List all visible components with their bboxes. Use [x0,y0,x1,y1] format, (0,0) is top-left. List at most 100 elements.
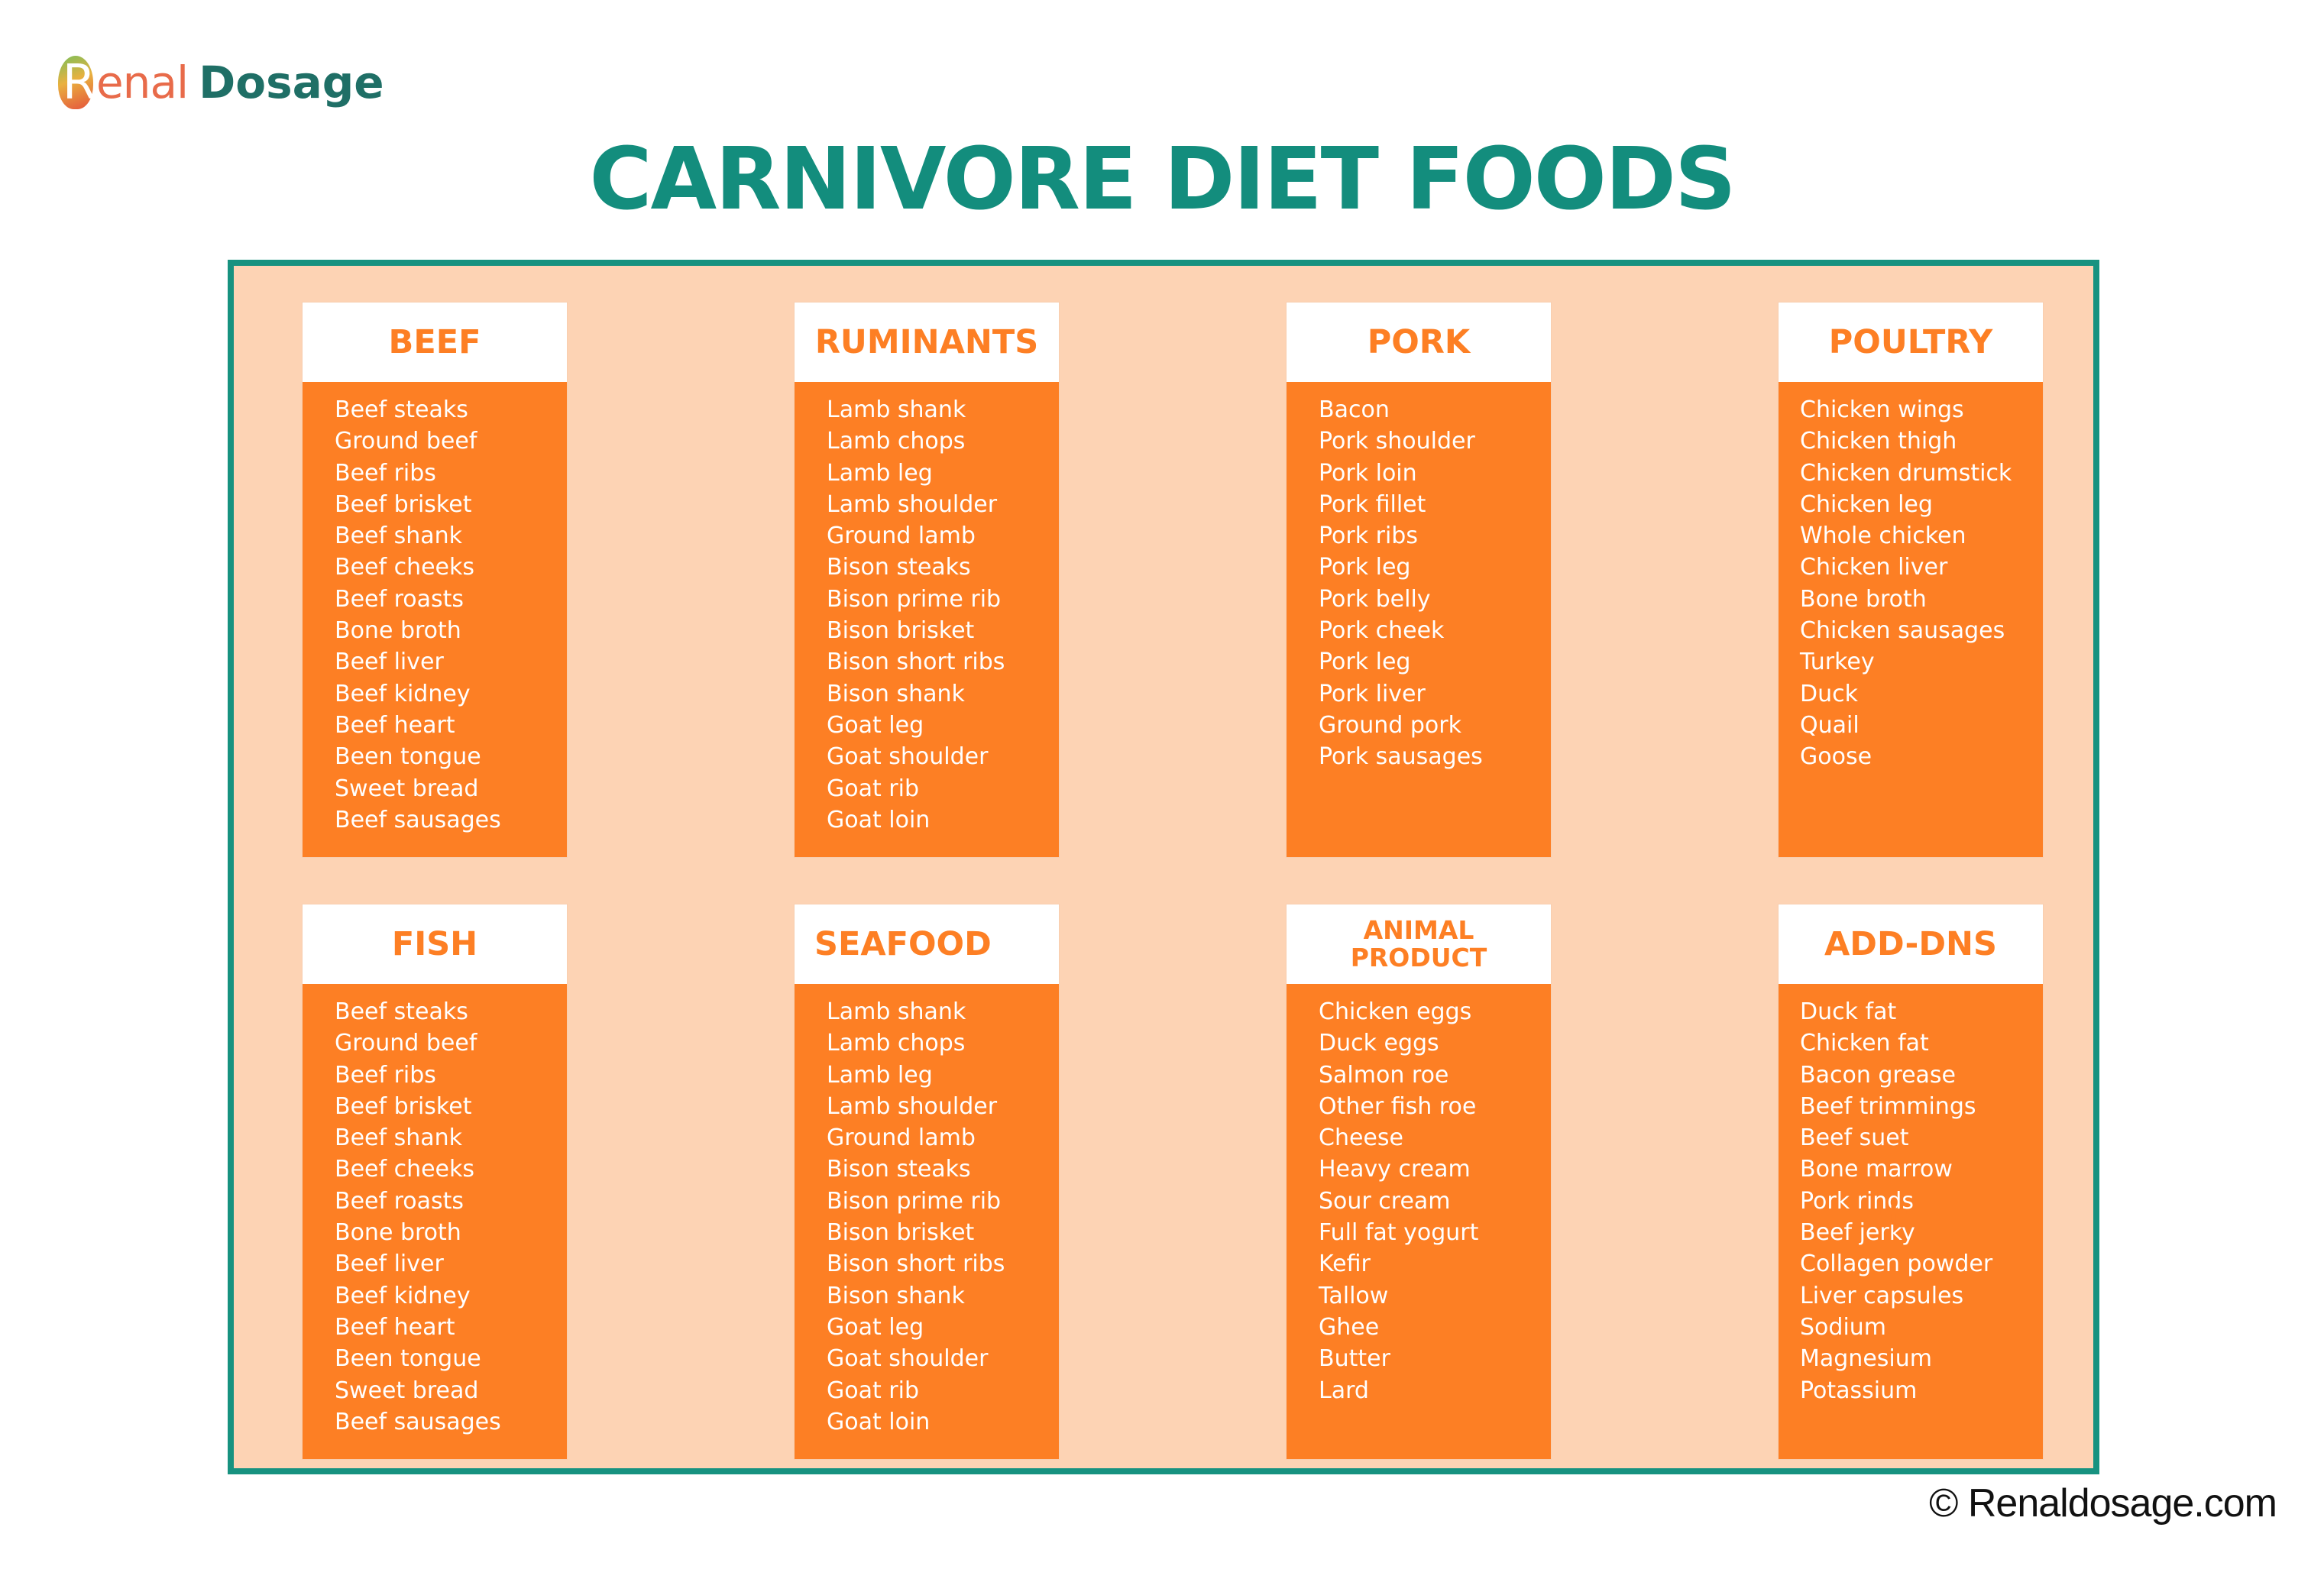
list-item: Goat rib [827,775,919,802]
list-item: Beef ribs [335,459,436,487]
list-item: Duck fat [1800,998,1897,1025]
list-item: Pork loin [1319,459,1417,487]
food-list: Beef steaks Ground beef Beef ribs Beef b… [303,984,567,1438]
list-item: Bacon grease [1800,1061,1957,1089]
list-item: Lamb shoulder [827,490,998,518]
list-item: Pork belly [1319,585,1431,613]
list-item: Been tongue [335,743,481,771]
food-list: Lamb shank Lamb chops Lamb leg Lamb shou… [795,984,1059,1438]
category-card-pork: PORK Bacon Pork shoulder Pork loin Pork … [1287,303,1551,857]
list-item: Duck [1800,680,1858,707]
list-item: Beef cheeks [335,554,475,581]
list-item: Been tongue [335,1345,481,1373]
list-item: Chicken eggs [1319,998,1472,1025]
category-card-beef: BEEF Beef steaks Ground beef Beef ribs B… [303,303,567,857]
list-item: Chicken thigh [1800,428,1957,455]
category-title: SEAFOOD [795,904,1059,984]
list-item: Goat rib [827,1377,919,1404]
list-item: Chicken wings [1800,396,1964,423]
category-card-seafood: SEAFOOD Lamb shank Lamb chops Lamb leg L… [795,904,1059,1459]
list-item: Lamb shoulder [827,1092,998,1120]
plus-sign-icon: + [1876,1186,1911,1234]
category-card-ruminants: RUMINANTS Lamb shank Lamb chops Lamb leg… [795,303,1059,857]
list-item: Goat leg [827,1313,924,1341]
list-item: Ground beef [335,428,477,455]
list-item: Sodium [1800,1313,1887,1341]
list-item: Beef kidney [335,1282,471,1309]
list-item: Chicken sausages [1800,617,2005,645]
list-item: Sweet bread [335,1377,479,1404]
list-item: Goat shoulder [827,1345,989,1373]
list-item: Beef roasts [335,1187,464,1215]
list-item: Chicken liver [1800,554,1948,581]
list-item: Bison steaks [827,554,971,581]
category-title: ANIMAL PRODUCT [1287,904,1551,984]
list-item: Chicken leg [1800,490,1933,518]
list-item: Pork cheek [1319,617,1445,645]
copyright-text: © Renaldosage.com [1929,1481,2277,1526]
list-item: Potassium [1800,1377,1918,1404]
list-item: Bison short ribs [827,1251,1005,1278]
list-item: Other fish roe [1319,1092,1477,1120]
list-item: Pork rinds [1800,1187,1914,1215]
list-item: Pork ribs [1319,523,1418,550]
list-item: Pork leg [1319,649,1411,676]
list-item: Turkey [1800,649,1875,676]
list-item: Full fat yogurt [1319,1219,1479,1247]
logo: R enal Dosage [58,44,384,121]
list-item: Bison shank [827,680,965,707]
list-item: Ground lamb [827,1124,976,1152]
list-item: Sour cream [1319,1187,1451,1215]
list-item: Tallow [1319,1282,1389,1309]
list-item: Beef steaks [335,396,468,423]
list-item: Salmon roe [1319,1061,1449,1089]
food-list: Beef steaks Ground beef Beef ribs Beef b… [303,382,567,836]
list-item: Beef heart [335,711,455,739]
food-list: Bacon Pork shoulder Pork loin Pork fille… [1287,382,1551,773]
list-item: Bison prime rib [827,1187,1002,1215]
list-item: Beef liver [335,1251,444,1278]
list-item: Bone broth [1800,585,1927,613]
category-card-poultry: POULTRY Chicken wings Chicken thigh Chic… [1779,303,2043,857]
list-item: Bone broth [335,1219,461,1247]
list-item: Ground beef [335,1030,477,1057]
list-item: Duck eggs [1319,1030,1439,1057]
list-item: Beef liver [335,649,444,676]
category-title: PORK [1287,303,1551,382]
list-item: Beef roasts [335,585,464,613]
list-item: Ground lamb [827,523,976,550]
list-item: Beef steaks [335,998,468,1025]
list-item: Bone broth [335,617,461,645]
category-title: RUMINANTS [795,303,1059,382]
list-item: Goat loin [827,1408,931,1435]
category-title: FISH [303,904,567,984]
logo-mark-icon: R [58,53,95,112]
list-item: Lard [1319,1377,1369,1404]
list-item: Heavy cream [1319,1156,1471,1183]
list-item: Goat shoulder [827,743,989,771]
category-card-animal-product: ANIMAL PRODUCT Chicken eggs Duck eggs Sa… [1287,904,1551,1459]
food-list: Chicken wings Chicken thigh Chicken drum… [1779,382,2043,773]
list-item: Goat loin [827,806,931,833]
list-item: Cheese [1319,1124,1403,1152]
list-item: Beef kidney [335,680,471,707]
category-card-add-ons: ADD-DNS Duck fat Chicken fat Bacon greas… [1779,904,2043,1459]
food-list: Chicken eggs Duck eggs Salmon roe Other … [1287,984,1551,1406]
category-title-line2: PRODUCT [1350,943,1487,972]
category-title: BEEF [303,303,567,382]
list-item: Pork fillet [1319,490,1426,518]
list-item: Bacon [1319,396,1390,423]
list-item: Ghee [1319,1313,1380,1341]
list-item: Lamb leg [827,1061,933,1089]
list-item: Lamb chops [827,428,966,455]
list-item: Pork leg [1319,554,1411,581]
list-item: Bison short ribs [827,649,1005,676]
list-item: Beef sausages [335,806,501,833]
list-item: Ground pork [1319,711,1461,739]
list-item: Beef heart [335,1313,455,1341]
list-item: Pork shoulder [1319,428,1475,455]
list-item: Beef brisket [335,490,472,518]
list-item: Beef sausages [335,1408,501,1435]
list-item: Bison prime rib [827,585,1002,613]
list-item: Lamb shank [827,396,966,423]
